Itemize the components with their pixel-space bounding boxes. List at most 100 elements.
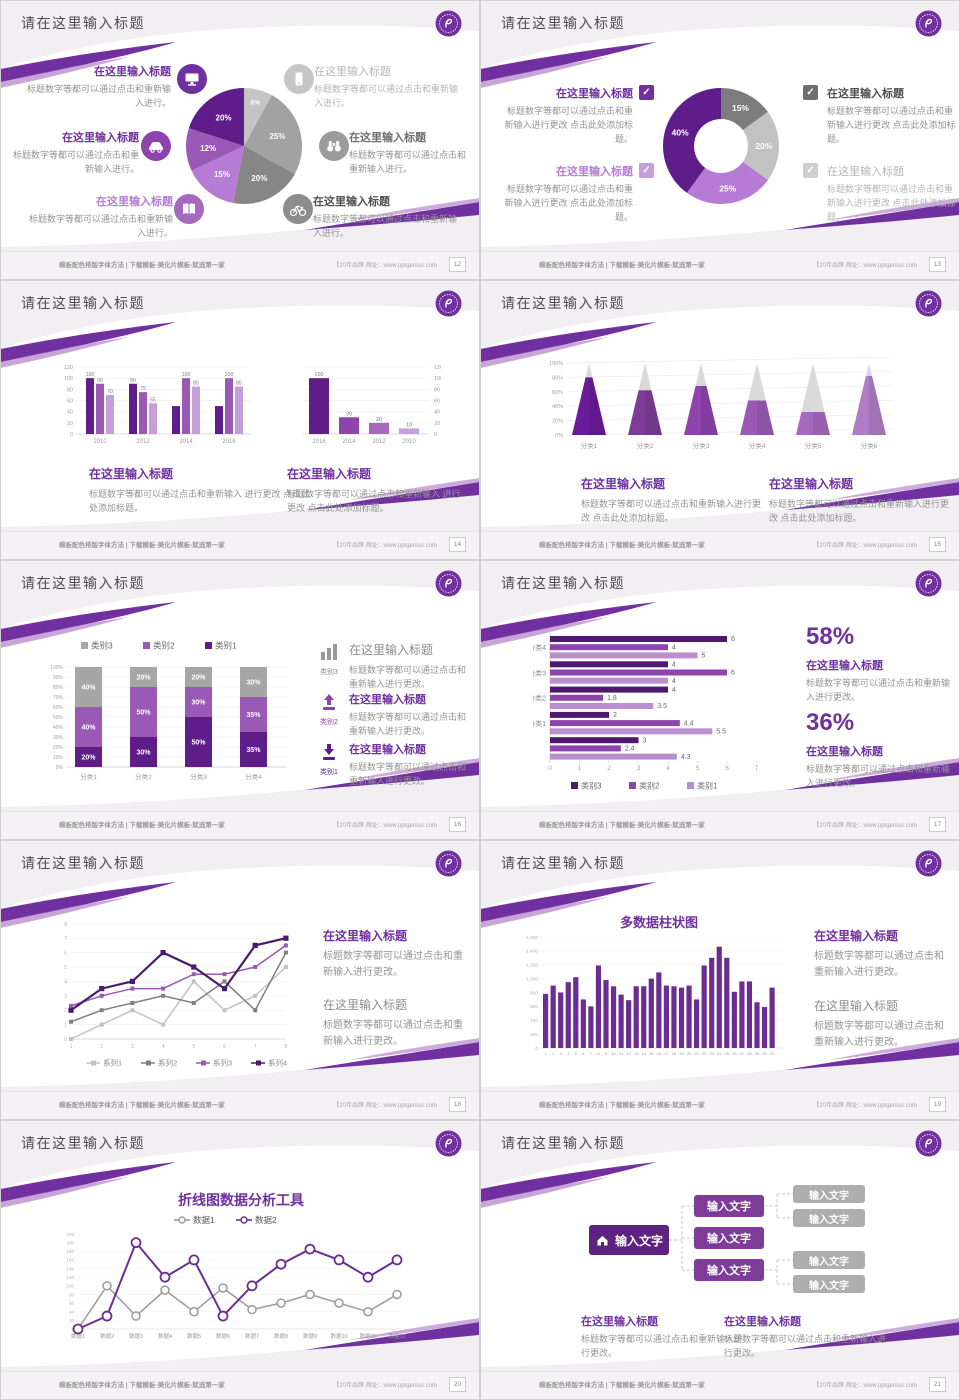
checkbox-icon[interactable]: ✓ (639, 163, 654, 178)
tree-mid-node-3[interactable]: 输入文字 (694, 1259, 764, 1281)
slide-21-tree-diagram[interactable]: 请在这里输入标题 输入文字 输入文字 输入文字 输入文字 输入文字 输入文字 输… (481, 1121, 959, 1399)
svg-text:50%: 50% (136, 710, 151, 717)
svg-text:120: 120 (64, 365, 73, 371)
binoculars-icon (319, 131, 349, 161)
footer-site-url: 【20年品牌 网址：www.pptgenius.com (333, 1383, 437, 1389)
book-icon (174, 194, 204, 224)
svg-text:100: 100 (64, 376, 73, 382)
svg-text:2: 2 (552, 1051, 555, 1056)
tree-leaf-node-3[interactable]: 输入文字 (793, 1251, 865, 1269)
svg-text:3.5: 3.5 (657, 703, 667, 710)
slide-19-column-chart[interactable]: 请在这里输入标题 多数据柱状图 0 200 400 600 800 1,000 1,200 1,… (481, 841, 959, 1119)
svg-text:0: 0 (535, 1046, 538, 1052)
slide-12-pie-callouts[interactable]: 请在这里输入标题 8% 25% 20% 15% 12% 20% 在这里输入标题 标题数字等都… (1, 1, 479, 279)
svg-text:35%: 35% (246, 712, 261, 719)
footer-watermark-left: 模板配色排版字体方法 | 下载模板-美化片模板-就选第一家 (59, 262, 225, 269)
slide-14-bar-charts[interactable]: 请在这里输入标题 0 20 40 60 80 100 120 100 90 70 2010 90 75 5… (1, 281, 479, 559)
footer-site-url: 【20年品牌 网址：www.pptgenius.com (333, 1103, 437, 1109)
footer-site-url: 【20年品牌 网址：www.pptgenius.com (813, 1103, 917, 1109)
node-label: 输入文字 (809, 1256, 849, 1268)
svg-text:1: 1 (64, 1023, 67, 1029)
callout-left-2: 在这里输入标题 标题数字等都可以通过点击和重新输入进行。 (12, 132, 139, 174)
svg-text:24: 24 (717, 1051, 722, 1056)
svg-text:30%: 30% (246, 680, 261, 687)
checkbox-icon[interactable]: ✓ (803, 163, 818, 178)
svg-text:12%: 12% (200, 144, 216, 153)
svg-text:85: 85 (236, 381, 242, 387)
svg-text:80%: 80% (53, 685, 64, 691)
svg-text:4: 4 (672, 644, 676, 651)
slide-16-stacked-bars[interactable]: 请在这里输入标题 类别3 类别2 类别1 0% 10% 20% 30% 40% 50% 60% 70… (1, 561, 479, 839)
svg-text:60: 60 (67, 399, 73, 405)
svg-text:12: 12 (626, 1051, 631, 1056)
svg-text:6: 6 (725, 765, 729, 772)
svg-text:2016: 2016 (312, 439, 326, 445)
svg-text:20: 20 (687, 1051, 692, 1056)
tree-mid-node-2[interactable]: 输入文字 (694, 1227, 764, 1249)
slide-13-donut-checkboxes[interactable]: 请在这里输入标题 15% 20% 25% 40% ✓ 在这里输入标题 标题数字等都可以通… (481, 1, 959, 279)
svg-text:70%: 70% (53, 695, 64, 701)
svg-text:分类4: 分类4 (533, 643, 546, 652)
slide-15-cone-chart[interactable]: 请在这里输入标题 0% 20% 40% 60% 80% 100% 分类1 分类2 分类3 分类4 分… (481, 281, 959, 559)
svg-text:分类1: 分类1 (80, 772, 97, 781)
tree-root-node[interactable]: 输入文字 (589, 1225, 669, 1255)
slide-17-hbar-stats[interactable]: 请在这里输入标题 0 1 2 3 4 5 6 7 6 4 5 分类4 4 6 4 分类3 4 1.8 3.5 分类2 2… (481, 561, 959, 839)
svg-text:6: 6 (64, 951, 67, 957)
svg-text:分类3: 分类3 (190, 772, 207, 781)
svg-text:220: 220 (66, 1232, 74, 1237)
svg-text:20%: 20% (251, 174, 267, 183)
svg-text:多数据柱状图: 多数据柱状图 (620, 915, 698, 930)
page-number: 15 (929, 537, 946, 552)
svg-text:5: 5 (575, 1051, 578, 1056)
svg-text:分类6: 分类6 (861, 441, 878, 450)
svg-text:20: 20 (376, 417, 382, 423)
tree-mid-node-1[interactable]: 输入文字 (694, 1195, 764, 1217)
svg-text:1: 1 (70, 1044, 73, 1050)
svg-text:5: 5 (696, 765, 700, 772)
checkbox-icon[interactable]: ✓ (803, 85, 818, 100)
svg-text:类别1: 类别1 (215, 641, 237, 651)
svg-text:7: 7 (755, 765, 759, 772)
svg-text:140: 140 (66, 1266, 74, 1271)
svg-text:26: 26 (732, 1051, 737, 1056)
top-swoosh-decoration (1, 1121, 479, 1208)
page-number: 20 (449, 1377, 466, 1392)
slide-title: 请在这里输入标题 (21, 15, 145, 31)
svg-text:40: 40 (69, 1310, 75, 1315)
svg-text:分类5: 分类5 (805, 441, 822, 450)
svg-text:4: 4 (64, 979, 67, 985)
svg-text:系列3: 系列3 (213, 1058, 232, 1068)
footer-site-url: 【20年品牌 网址：www.pptgenius.com (813, 543, 917, 549)
tree-leaf-node-1[interactable]: 输入文字 (793, 1185, 865, 1203)
tree-leaf-node-4[interactable]: 输入文字 (793, 1275, 865, 1293)
checkbox-icon[interactable]: ✓ (639, 85, 654, 100)
node-label: 输入文字 (809, 1190, 849, 1202)
svg-text:20%: 20% (216, 113, 232, 122)
slide-20-line-analysis[interactable]: 请在这里输入标题 折线图数据分析工具数据1数据20204060801001201… (1, 1121, 479, 1399)
svg-text:15: 15 (649, 1051, 654, 1056)
svg-text:数据9: 数据9 (303, 1332, 317, 1340)
svg-text:18: 18 (672, 1051, 677, 1056)
svg-text:20%: 20% (53, 745, 64, 751)
tree-leaf-node-2[interactable]: 输入文字 (793, 1209, 865, 1227)
svg-text:40%: 40% (81, 685, 96, 692)
svg-text:22: 22 (702, 1051, 707, 1056)
svg-text:100: 100 (434, 376, 441, 382)
svg-text:1: 1 (578, 765, 582, 772)
school-logo-badge (435, 10, 462, 37)
slide-18-line-chart[interactable]: 请在这里输入标题 0 1 2 3 4 5 6 7 8 1 2 3 4 5 6 7 8 系列1 系列2 系列3 系列4 在… (1, 841, 479, 1119)
svg-text:80: 80 (67, 387, 73, 393)
top-swoosh-decoration (1, 561, 479, 648)
text-block-1: 在这里输入标题 标题数字等都可以通过点击和重新输入进行更改。 (814, 929, 944, 978)
svg-text:3: 3 (560, 1051, 563, 1056)
svg-text:30%: 30% (191, 700, 206, 707)
svg-text:60: 60 (69, 1301, 75, 1306)
node-label: 输入文字 (809, 1280, 849, 1292)
svg-text:6: 6 (223, 1044, 226, 1050)
svg-text:120: 120 (434, 365, 441, 371)
svg-text:4.4: 4.4 (684, 720, 694, 727)
page-number: 16 (449, 817, 466, 832)
svg-text:20: 20 (434, 421, 440, 427)
page-number: 13 (929, 257, 946, 272)
